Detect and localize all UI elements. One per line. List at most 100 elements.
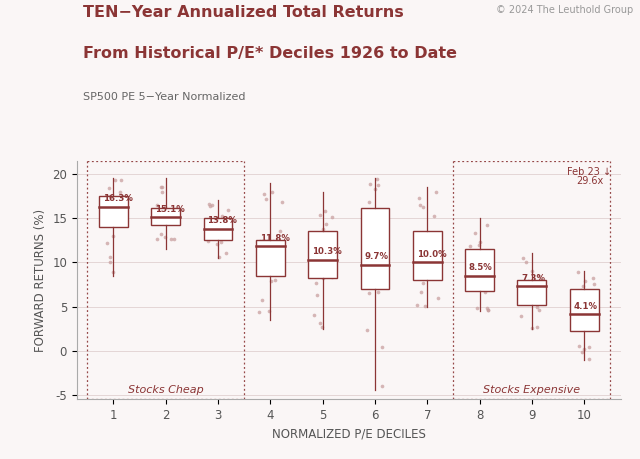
- Bar: [518, 280, 547, 305]
- Text: 10.3%: 10.3%: [312, 247, 342, 256]
- Point: [465, 242, 476, 250]
- Point: [204, 200, 214, 207]
- Bar: [151, 207, 180, 225]
- Point: [211, 222, 221, 229]
- Point: [426, 254, 436, 262]
- Point: [311, 234, 321, 241]
- Point: [214, 253, 224, 261]
- Point: [536, 298, 547, 306]
- Point: [212, 240, 222, 247]
- Point: [574, 342, 584, 350]
- X-axis label: NORMALIZED P/E DECILES: NORMALIZED P/E DECILES: [272, 428, 426, 441]
- Point: [369, 262, 380, 269]
- Point: [472, 272, 482, 280]
- Point: [254, 308, 264, 316]
- Point: [266, 277, 276, 285]
- Point: [374, 232, 385, 239]
- Point: [479, 288, 490, 295]
- Point: [534, 276, 545, 283]
- Point: [370, 185, 380, 193]
- Point: [165, 215, 175, 223]
- Point: [312, 279, 322, 286]
- Point: [314, 319, 324, 326]
- Point: [527, 324, 538, 331]
- Text: 9.7%: 9.7%: [364, 252, 388, 262]
- Point: [433, 235, 444, 242]
- Text: From Historical P/E* Deciles 1926 to Date: From Historical P/E* Deciles 1926 to Dat…: [83, 46, 457, 61]
- Bar: [465, 249, 494, 291]
- Text: 11.8%: 11.8%: [260, 234, 289, 243]
- Point: [360, 208, 371, 216]
- Text: 29.6x: 29.6x: [576, 176, 603, 186]
- Bar: [308, 231, 337, 278]
- Point: [172, 214, 182, 222]
- Point: [157, 189, 167, 196]
- Point: [373, 288, 383, 295]
- Point: [433, 294, 443, 302]
- Point: [261, 195, 271, 202]
- Point: [582, 311, 592, 318]
- Point: [315, 211, 325, 218]
- Point: [369, 230, 379, 238]
- Point: [431, 188, 442, 196]
- Point: [584, 356, 594, 363]
- Point: [108, 208, 118, 215]
- Point: [320, 207, 330, 214]
- Point: [171, 213, 181, 221]
- Point: [264, 308, 274, 315]
- Point: [160, 208, 170, 216]
- Point: [168, 218, 179, 226]
- Point: [475, 239, 485, 246]
- Point: [276, 198, 287, 206]
- Point: [483, 306, 493, 313]
- Point: [203, 238, 213, 245]
- Point: [218, 225, 228, 232]
- Point: [202, 217, 212, 224]
- Bar: [360, 207, 389, 289]
- Point: [419, 271, 429, 279]
- Point: [414, 195, 424, 202]
- Point: [168, 235, 179, 243]
- Point: [268, 188, 278, 196]
- Point: [118, 199, 129, 207]
- Point: [518, 254, 528, 262]
- Point: [589, 280, 599, 288]
- Point: [532, 324, 542, 331]
- Point: [412, 233, 422, 240]
- Point: [584, 343, 595, 350]
- Point: [470, 230, 480, 237]
- Point: [215, 219, 225, 226]
- Point: [308, 311, 319, 318]
- Point: [160, 204, 170, 211]
- Point: [116, 176, 126, 184]
- Y-axis label: FORWARD RETURNS (%): FORWARD RETURNS (%): [34, 208, 47, 352]
- Point: [203, 233, 213, 240]
- Point: [376, 344, 387, 351]
- Point: [361, 227, 371, 235]
- Text: 13.8%: 13.8%: [207, 216, 237, 225]
- Point: [582, 321, 593, 328]
- Point: [364, 290, 374, 297]
- Point: [216, 212, 227, 219]
- Point: [154, 209, 164, 216]
- Point: [257, 262, 268, 269]
- Point: [259, 190, 269, 197]
- Point: [219, 219, 229, 227]
- Point: [314, 235, 324, 243]
- Point: [223, 206, 234, 213]
- Point: [152, 201, 163, 208]
- Point: [518, 296, 528, 303]
- Point: [534, 272, 544, 279]
- Point: [255, 266, 265, 273]
- Text: 15.1%: 15.1%: [155, 205, 185, 214]
- Point: [269, 276, 280, 283]
- Point: [431, 261, 441, 269]
- Point: [325, 262, 335, 269]
- Point: [372, 182, 383, 189]
- Point: [317, 225, 328, 232]
- Point: [118, 193, 128, 201]
- Point: [534, 306, 544, 313]
- Point: [220, 227, 230, 234]
- Point: [157, 183, 167, 190]
- Point: [365, 180, 375, 187]
